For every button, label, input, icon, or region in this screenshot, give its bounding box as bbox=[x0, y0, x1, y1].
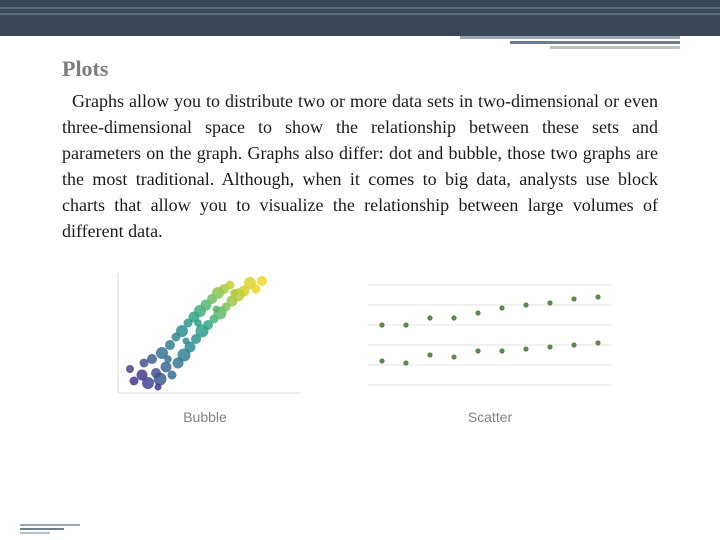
header-accent-lines bbox=[460, 36, 680, 50]
bubble-chart bbox=[100, 263, 310, 403]
bubble-chart-label: Bubble bbox=[183, 409, 227, 425]
scatter-chart bbox=[360, 263, 620, 403]
slide-content: Plots Graphs allow you to distribute two… bbox=[0, 36, 720, 425]
slide-heading: Plots bbox=[62, 56, 658, 82]
scatter-chart-label: Scatter bbox=[468, 409, 512, 425]
chart-row: Bubble Scatter bbox=[62, 263, 658, 425]
bubble-chart-block: Bubble bbox=[100, 263, 310, 425]
footer-accent-lines bbox=[20, 522, 80, 534]
slide-paragraph: Graphs allow you to distribute two or mo… bbox=[62, 88, 658, 245]
scatter-chart-block: Scatter bbox=[360, 263, 620, 425]
header-stripe bbox=[0, 13, 720, 15]
slide-header-bar bbox=[0, 0, 720, 36]
header-stripe bbox=[0, 7, 720, 9]
